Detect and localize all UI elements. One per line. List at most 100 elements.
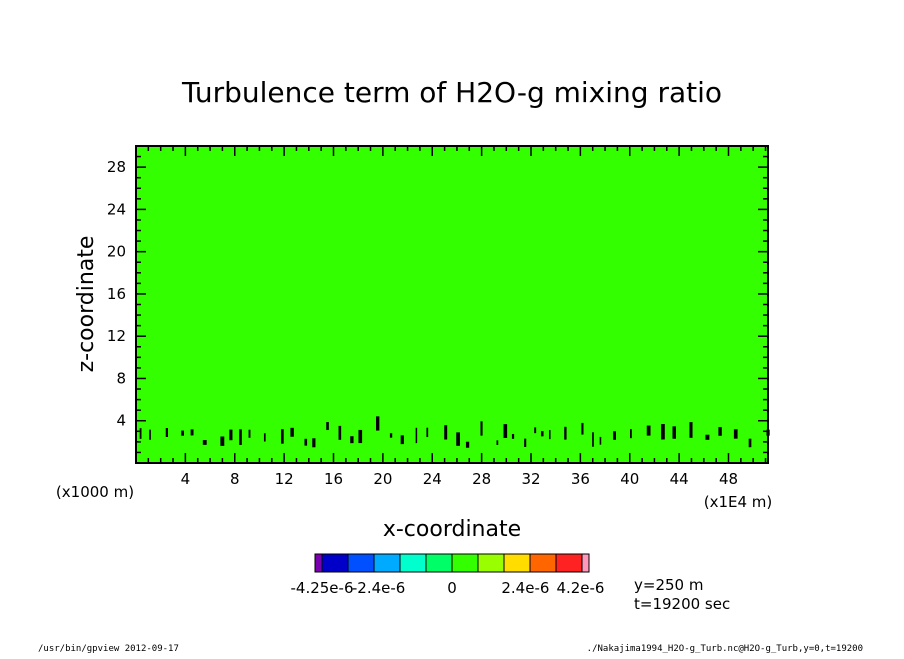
y-tick-label: 28 [107, 158, 126, 176]
colorbar-swatch [373, 553, 401, 573]
colorbar-swatch [347, 553, 375, 573]
y-tick-label: 20 [107, 243, 126, 261]
anomaly-streak [190, 429, 194, 436]
x-axis-label: x-coordinate [383, 517, 521, 542]
anomaly-streak [376, 416, 380, 431]
anomaly-streak [689, 422, 693, 438]
chart-title: Turbulence term of H2O-g mixing ratio [181, 76, 722, 109]
anomaly-streak [672, 426, 676, 439]
footer-right: ./Nakajima1994_H2O-g_Turb.nc@H2O-g_Turb,… [587, 644, 863, 654]
anomaly-streak [661, 424, 665, 440]
heatmap-anomalies [139, 416, 770, 448]
anomaly-streak [263, 433, 266, 442]
x-tick-label: 36 [571, 470, 590, 488]
y-tick-label: 24 [107, 200, 126, 218]
colorbar-labels: -4.25e-6-2.4e-6 0 2.4e-6 4.2e-6 [291, 579, 605, 597]
anomaly-streak [705, 434, 710, 440]
x-tick-label: 32 [521, 470, 540, 488]
x-tick-label: 20 [373, 470, 392, 488]
anomaly-streak [426, 427, 429, 438]
anomaly-streak [139, 428, 142, 439]
anomaly-streak [480, 421, 483, 436]
colorbar-swatch [581, 553, 590, 573]
colorbar-label: 0 [447, 579, 457, 597]
anomaly-streak [646, 425, 651, 436]
anomaly-streak [415, 427, 418, 444]
anomaly-streak [239, 429, 242, 445]
y-tick-label: 12 [107, 327, 126, 345]
colorbar-swatch [399, 553, 427, 573]
colorbar-swatch [555, 553, 583, 573]
anomaly-streak [524, 438, 527, 447]
anomaly-streak [465, 441, 470, 448]
colorbar-swatch [477, 553, 505, 573]
colorbar-label: 2.4e-6 [501, 579, 549, 597]
anomaly-streak [248, 429, 251, 438]
anomaly-streak [511, 433, 515, 439]
anomaly-streak [456, 432, 460, 446]
anomaly-streak [338, 425, 342, 440]
x-unit-note: (x1E4 m) [704, 493, 773, 511]
anomaly-streak [564, 426, 567, 440]
y-unit-note: (x1000 m) [56, 483, 134, 501]
anomaly-streak [592, 432, 594, 447]
anomaly-streak [281, 429, 284, 444]
anomaly-streak [629, 429, 632, 439]
x-axis-ticks: 4 8 12 16 20 24 28 32 36 40 44 48 [147, 146, 767, 488]
anomaly-streak [534, 427, 537, 434]
x-tick-label: 16 [324, 470, 343, 488]
anomaly-streak [496, 440, 499, 445]
x-tick-label: 24 [423, 470, 442, 488]
y-tick-label: 8 [116, 369, 126, 387]
colorbar [314, 553, 590, 573]
anomaly-streak [503, 424, 508, 438]
colorbar-label: 4.2e-6 [556, 579, 604, 597]
info-line-t: t=19200 sec [634, 595, 730, 613]
anomaly-streak [444, 425, 448, 440]
x-tick-label: 4 [181, 470, 191, 488]
colorbar-label: -2.4e-6 [352, 579, 405, 597]
footer-left: /usr/bin/gpview 2012-09-17 [38, 644, 179, 654]
anomaly-streak [326, 422, 329, 431]
anomaly-streak [599, 436, 602, 445]
anomaly-streak [350, 436, 354, 444]
x-tick-label: 28 [472, 470, 491, 488]
anomaly-streak [541, 431, 544, 437]
colorbar-label: -4.25e-6 [291, 579, 354, 597]
info-line-y: y=250 m [634, 576, 703, 594]
anomaly-streak [220, 436, 225, 446]
colorbar-swatch [314, 553, 323, 573]
anomaly-streak [549, 430, 551, 440]
x-tick-label: 12 [275, 470, 294, 488]
colorbar-swatch [425, 553, 453, 573]
x-tick-label: 48 [719, 470, 738, 488]
heatmap-field [136, 146, 768, 463]
colorbar-swatch [503, 553, 531, 573]
x-tick-label: 8 [230, 470, 240, 488]
anomaly-streak [748, 438, 752, 448]
anomaly-streak [718, 427, 722, 436]
anomaly-streak [389, 433, 393, 438]
anomaly-streak [733, 429, 738, 439]
colorbar-swatch [321, 553, 349, 573]
anomaly-streak [400, 435, 404, 445]
anomaly-streak [581, 422, 584, 435]
anomaly-streak [149, 429, 151, 440]
anomaly-streak [312, 438, 316, 448]
x-tick-label: 44 [670, 470, 689, 488]
anomaly-streak [613, 431, 616, 440]
colorbar-swatch [451, 553, 479, 573]
y-axis-ticks: 4 8 12 16 20 24 28 [107, 155, 768, 454]
anomaly-streak [304, 438, 308, 446]
y-tick-label: 16 [107, 285, 126, 303]
anomaly-streak [202, 440, 207, 445]
anomaly-streak [165, 427, 168, 437]
anomaly-streak [181, 430, 184, 436]
y-tick-label: 4 [116, 412, 126, 430]
x-tick-label: 40 [620, 470, 639, 488]
y-axis-label: z-coordinate [74, 236, 99, 373]
anomaly-streak [290, 427, 294, 437]
anomaly-streak [229, 429, 233, 441]
